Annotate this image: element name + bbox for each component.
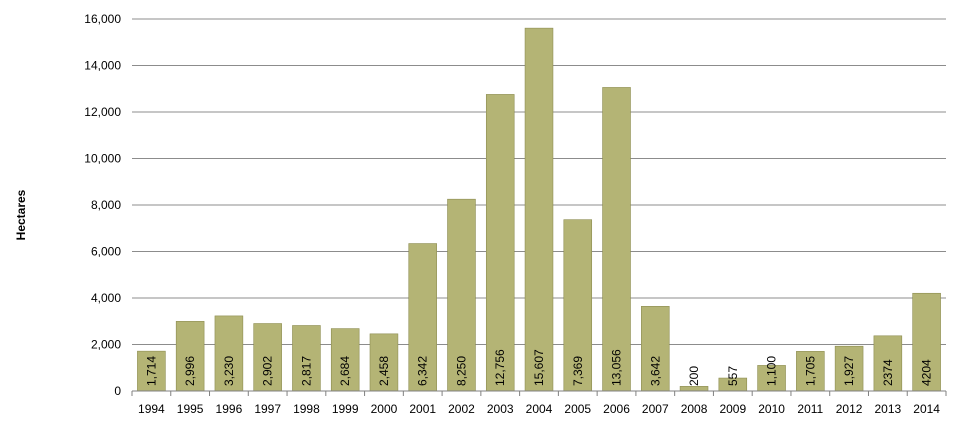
data-label: 557 [726, 366, 740, 386]
x-tick-label: 2012 [836, 402, 863, 416]
data-label: 1,927 [842, 356, 856, 386]
bar [253, 323, 282, 392]
bar [641, 306, 670, 392]
x-tick-label: 2010 [758, 402, 785, 416]
data-label: 8,250 [454, 356, 468, 386]
bar [912, 292, 941, 392]
data-label: 4204 [920, 359, 934, 386]
data-label: 3,642 [648, 356, 662, 386]
data-label: 2,996 [183, 356, 197, 386]
bars [137, 27, 941, 392]
data-label: 3,230 [222, 356, 236, 386]
x-tick-label: 1998 [293, 402, 320, 416]
data-label: 6,342 [416, 356, 430, 386]
data-label: 12,756 [493, 349, 507, 386]
bar [757, 365, 786, 392]
bar [873, 335, 903, 392]
y-tick-label: 12,000 [84, 105, 121, 119]
x-tick-label: 2004 [526, 402, 553, 416]
y-tick-label: 16,000 [84, 12, 121, 26]
bar [330, 328, 360, 392]
bar [796, 351, 825, 392]
data-label: 1,100 [765, 356, 779, 386]
data-label: 2,817 [299, 356, 313, 386]
y-tick-label: 4,000 [91, 291, 121, 305]
x-tick-label: 1996 [216, 402, 243, 416]
x-tick-label: 2001 [409, 402, 436, 416]
x-tick-label: 2014 [913, 402, 940, 416]
x-tick-label: 1999 [332, 402, 359, 416]
x-tick-label: 2008 [681, 402, 708, 416]
y-tick-label: 0 [114, 384, 121, 398]
x-tick-label: 2011 [797, 402, 823, 416]
bar [369, 333, 399, 392]
bar [214, 315, 244, 392]
bar [137, 350, 166, 392]
data-label: 15,607 [532, 349, 546, 386]
bar [524, 27, 554, 392]
x-tick-label: 2005 [564, 402, 591, 416]
y-axis-label: Hectares [14, 189, 28, 240]
bar [602, 87, 631, 392]
bar [175, 321, 205, 392]
x-tick-label: 2009 [719, 402, 746, 416]
x-tick-label: 2006 [603, 402, 630, 416]
data-label: 2,684 [338, 356, 352, 386]
y-tick-label: 14,000 [84, 59, 121, 73]
x-tick-label: 2000 [371, 402, 398, 416]
x-tick-label: 2007 [642, 402, 669, 416]
bar [292, 325, 321, 392]
x-tick-label: 2002 [448, 402, 475, 416]
y-tick-label: 6,000 [91, 245, 121, 259]
bar [563, 219, 593, 392]
y-tick-label: 2,000 [91, 338, 121, 352]
bar [834, 345, 864, 392]
x-tick-label: 1995 [177, 402, 204, 416]
data-label: 1,714 [144, 356, 158, 386]
data-label: 7,369 [571, 356, 585, 386]
x-tick-label: 2003 [487, 402, 514, 416]
x-tick-label: 1997 [254, 402, 281, 416]
data-label: 13,056 [610, 349, 624, 386]
x-tick-labels: 1994 1995 1996 1997 1998 1999 2000 2001 2002 2003… [131, 391, 947, 416]
data-label: 1,705 [803, 356, 817, 386]
y-tick-labels: 0 2,000 4,000 6,000 8,000 10,000 12,000 14,000 1… [84, 12, 121, 398]
x-tick-label: 1994 [138, 402, 165, 416]
bar [408, 243, 437, 392]
data-label: 2,458 [377, 356, 391, 386]
y-tick-label: 8,000 [91, 198, 121, 212]
data-label: 2374 [881, 359, 895, 386]
x-tick-label: 2013 [875, 402, 902, 416]
bar [679, 386, 709, 392]
data-labels: 1,714 2,996 3,230 2,902 2,817 2,684 2,458 6,342… [144, 349, 933, 386]
bar [485, 94, 515, 392]
y-tick-label: 10,000 [84, 152, 121, 166]
data-label: 2,902 [261, 356, 275, 386]
data-label: 200 [687, 366, 701, 386]
